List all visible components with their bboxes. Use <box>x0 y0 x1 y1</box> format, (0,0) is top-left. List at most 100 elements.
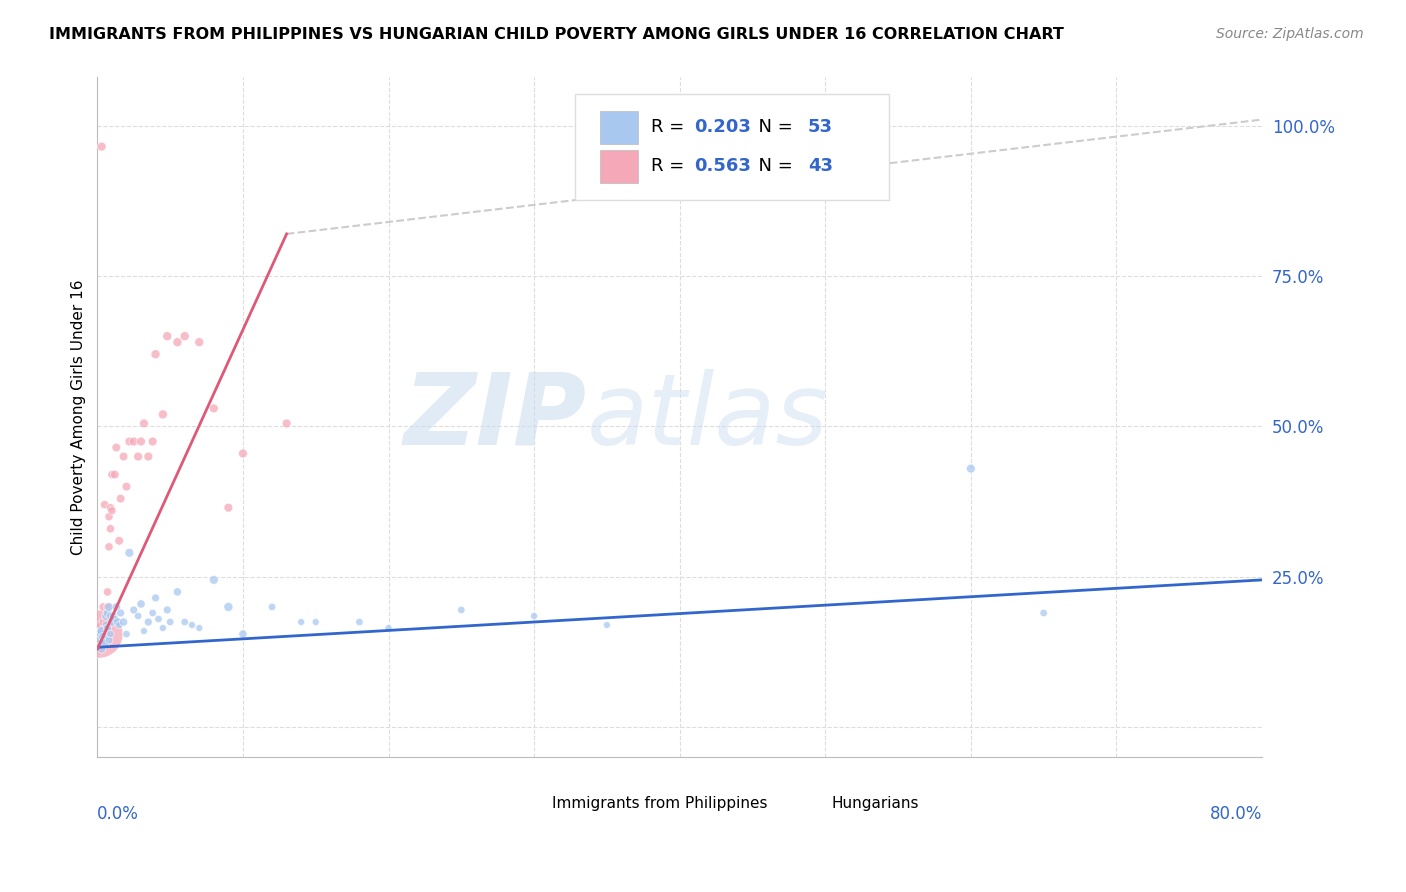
Point <box>148 612 170 626</box>
FancyBboxPatch shape <box>575 95 890 200</box>
Text: Source: ZipAtlas.com: Source: ZipAtlas.com <box>1216 27 1364 41</box>
Point <box>93 498 115 512</box>
Point <box>166 335 188 350</box>
Text: 53: 53 <box>808 118 832 136</box>
Point <box>100 500 122 515</box>
Point <box>127 609 149 624</box>
Bar <box>600 150 638 183</box>
Point <box>96 606 118 620</box>
Point <box>100 522 122 536</box>
Point <box>100 627 122 641</box>
Point <box>960 461 983 475</box>
Point <box>105 599 128 614</box>
Point <box>450 603 472 617</box>
Point <box>260 599 283 614</box>
Text: 80.0%: 80.0% <box>1209 805 1263 823</box>
Point <box>181 618 204 632</box>
Point <box>232 446 254 460</box>
Point <box>105 441 128 455</box>
Point <box>103 609 125 624</box>
Point <box>104 612 127 626</box>
Point <box>104 467 127 482</box>
Point <box>90 624 112 638</box>
Text: atlas: atlas <box>586 369 828 466</box>
Point <box>101 504 124 518</box>
Point <box>93 636 115 650</box>
Point <box>290 615 312 629</box>
Point <box>98 633 121 648</box>
Point <box>115 480 138 494</box>
Point <box>188 621 211 635</box>
Point <box>127 450 149 464</box>
Point <box>118 546 141 560</box>
Y-axis label: Child Poverty Among Girls Under 16: Child Poverty Among Girls Under 16 <box>72 280 86 555</box>
Text: R =: R = <box>651 157 689 175</box>
Point <box>87 627 110 641</box>
Point <box>94 615 117 629</box>
Point <box>166 585 188 599</box>
Point <box>173 615 195 629</box>
Point <box>107 615 129 629</box>
Point <box>91 630 114 644</box>
Point <box>110 606 132 620</box>
Point <box>523 609 546 624</box>
Point <box>108 533 131 548</box>
Text: 0.563: 0.563 <box>693 157 751 175</box>
Point <box>377 621 399 635</box>
Point <box>90 624 112 638</box>
Text: N =: N = <box>747 157 799 175</box>
Point <box>100 609 122 624</box>
Point <box>202 573 225 587</box>
Point <box>98 599 121 614</box>
Point <box>94 627 117 641</box>
Point <box>108 618 131 632</box>
Point <box>94 618 117 632</box>
Point <box>91 599 114 614</box>
Point <box>596 618 619 632</box>
Point <box>90 139 112 153</box>
Point <box>142 606 165 620</box>
Point <box>89 618 111 632</box>
Text: R =: R = <box>651 118 689 136</box>
Point <box>115 627 138 641</box>
Point <box>349 615 371 629</box>
Bar <box>516 794 543 814</box>
Point <box>112 450 135 464</box>
Text: IMMIGRANTS FROM PHILIPPINES VS HUNGARIAN CHILD POVERTY AMONG GIRLS UNDER 16 CORR: IMMIGRANTS FROM PHILIPPINES VS HUNGARIAN… <box>49 27 1064 42</box>
Point <box>217 599 239 614</box>
Point <box>232 627 254 641</box>
Point <box>112 615 135 629</box>
Point <box>96 621 118 635</box>
Text: 0.203: 0.203 <box>693 118 751 136</box>
Point <box>217 500 239 515</box>
Point <box>145 591 167 605</box>
Point <box>122 603 145 617</box>
Point <box>142 434 165 449</box>
Point <box>156 603 179 617</box>
Point <box>129 434 152 449</box>
Text: 43: 43 <box>808 157 832 175</box>
Point <box>89 627 111 641</box>
Point <box>276 417 298 431</box>
Point <box>152 621 174 635</box>
Point <box>98 509 121 524</box>
Point <box>145 347 167 361</box>
Point <box>87 627 110 641</box>
Point <box>90 642 112 657</box>
Text: N =: N = <box>747 118 799 136</box>
Point <box>93 627 115 641</box>
Bar <box>796 794 821 814</box>
Point <box>136 615 159 629</box>
Point <box>87 621 110 635</box>
Point <box>89 633 111 648</box>
Point <box>101 467 124 482</box>
Point <box>156 329 179 343</box>
Point <box>118 434 141 449</box>
Point <box>96 585 118 599</box>
Point <box>122 434 145 449</box>
Point <box>188 335 211 350</box>
Point <box>136 450 159 464</box>
Text: ZIP: ZIP <box>404 369 586 466</box>
Point <box>1032 606 1054 620</box>
Point <box>152 408 174 422</box>
